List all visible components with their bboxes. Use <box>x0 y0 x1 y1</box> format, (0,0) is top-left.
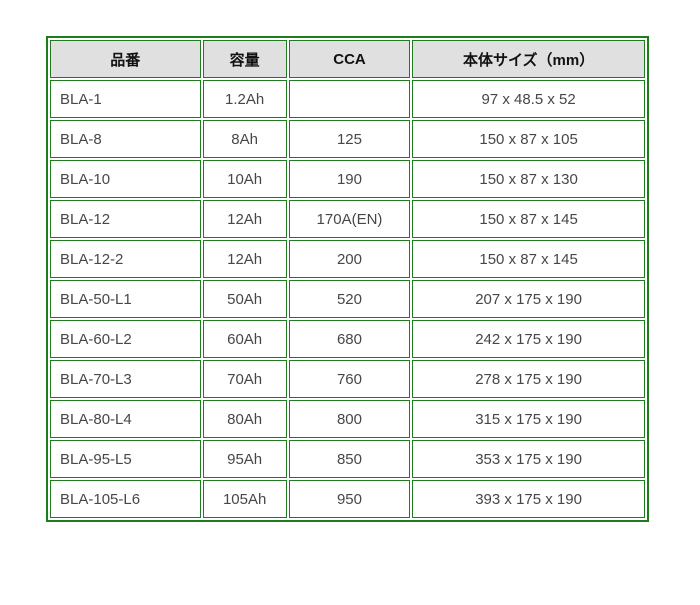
cell-body-size: 150 x 87 x 145 <box>412 200 645 238</box>
cell-cca: 850 <box>288 440 411 478</box>
cell-body-size: 393 x 175 x 190 <box>412 480 645 518</box>
cell-body-size: 150 x 87 x 145 <box>412 240 645 278</box>
cell-body-size: 315 x 175 x 190 <box>412 400 645 438</box>
cell-capacity: 95Ah <box>202 440 287 478</box>
table-row: BLA-12-2 12Ah 200 150 x 87 x 145 <box>50 240 645 278</box>
cell-cca <box>288 80 411 118</box>
cell-part-number: BLA-12 <box>50 200 201 238</box>
col-header-body-size: 本体サイズ（mm） <box>412 40 645 78</box>
table-row: BLA-105-L6 105Ah 950 393 x 175 x 190 <box>50 480 645 518</box>
cell-capacity: 12Ah <box>202 240 287 278</box>
cell-cca: 170A(EN) <box>288 200 411 238</box>
cell-part-number: BLA-80-L4 <box>50 400 201 438</box>
cell-part-number: BLA-1 <box>50 80 201 118</box>
cell-capacity: 60Ah <box>202 320 287 358</box>
table-row: BLA-8 8Ah 125 150 x 87 x 105 <box>50 120 645 158</box>
cell-part-number: BLA-70-L3 <box>50 360 201 398</box>
cell-cca: 950 <box>288 480 411 518</box>
col-header-capacity: 容量 <box>202 40 287 78</box>
cell-part-number: BLA-50-L1 <box>50 280 201 318</box>
cell-capacity: 70Ah <box>202 360 287 398</box>
cell-body-size: 278 x 175 x 190 <box>412 360 645 398</box>
cell-body-size: 242 x 175 x 190 <box>412 320 645 358</box>
cell-cca: 680 <box>288 320 411 358</box>
cell-cca: 190 <box>288 160 411 198</box>
cell-part-number: BLA-8 <box>50 120 201 158</box>
table-row: BLA-1 1.2Ah 97 x 48.5 x 52 <box>50 80 645 118</box>
cell-capacity: 1.2Ah <box>202 80 287 118</box>
col-header-cca: CCA <box>288 40 411 78</box>
table-row: BLA-10 10Ah 190 150 x 87 x 130 <box>50 160 645 198</box>
cell-capacity: 8Ah <box>202 120 287 158</box>
cell-body-size: 97 x 48.5 x 52 <box>412 80 645 118</box>
table-row: BLA-70-L3 70Ah 760 278 x 175 x 190 <box>50 360 645 398</box>
cell-cca: 760 <box>288 360 411 398</box>
table-row: BLA-50-L1 50Ah 520 207 x 175 x 190 <box>50 280 645 318</box>
cell-capacity: 80Ah <box>202 400 287 438</box>
cell-body-size: 207 x 175 x 190 <box>412 280 645 318</box>
cell-body-size: 353 x 175 x 190 <box>412 440 645 478</box>
cell-part-number: BLA-105-L6 <box>50 480 201 518</box>
cell-cca: 800 <box>288 400 411 438</box>
cell-capacity: 10Ah <box>202 160 287 198</box>
header-row: 品番 容量 CCA 本体サイズ（mm） <box>50 40 645 78</box>
table-row: BLA-12 12Ah 170A(EN) 150 x 87 x 145 <box>50 200 645 238</box>
col-header-part-number: 品番 <box>50 40 201 78</box>
cell-part-number: BLA-10 <box>50 160 201 198</box>
cell-capacity: 12Ah <box>202 200 287 238</box>
battery-spec-table: 品番 容量 CCA 本体サイズ（mm） BLA-1 1.2Ah 97 x 48.… <box>46 36 649 522</box>
cell-part-number: BLA-95-L5 <box>50 440 201 478</box>
cell-cca: 520 <box>288 280 411 318</box>
cell-part-number: BLA-60-L2 <box>50 320 201 358</box>
cell-body-size: 150 x 87 x 105 <box>412 120 645 158</box>
cell-capacity: 50Ah <box>202 280 287 318</box>
cell-cca: 125 <box>288 120 411 158</box>
cell-body-size: 150 x 87 x 130 <box>412 160 645 198</box>
cell-capacity: 105Ah <box>202 480 287 518</box>
cell-cca: 200 <box>288 240 411 278</box>
cell-part-number: BLA-12-2 <box>50 240 201 278</box>
table-row: BLA-95-L5 95Ah 850 353 x 175 x 190 <box>50 440 645 478</box>
table-row: BLA-80-L4 80Ah 800 315 x 175 x 190 <box>50 400 645 438</box>
table-row: BLA-60-L2 60Ah 680 242 x 175 x 190 <box>50 320 645 358</box>
